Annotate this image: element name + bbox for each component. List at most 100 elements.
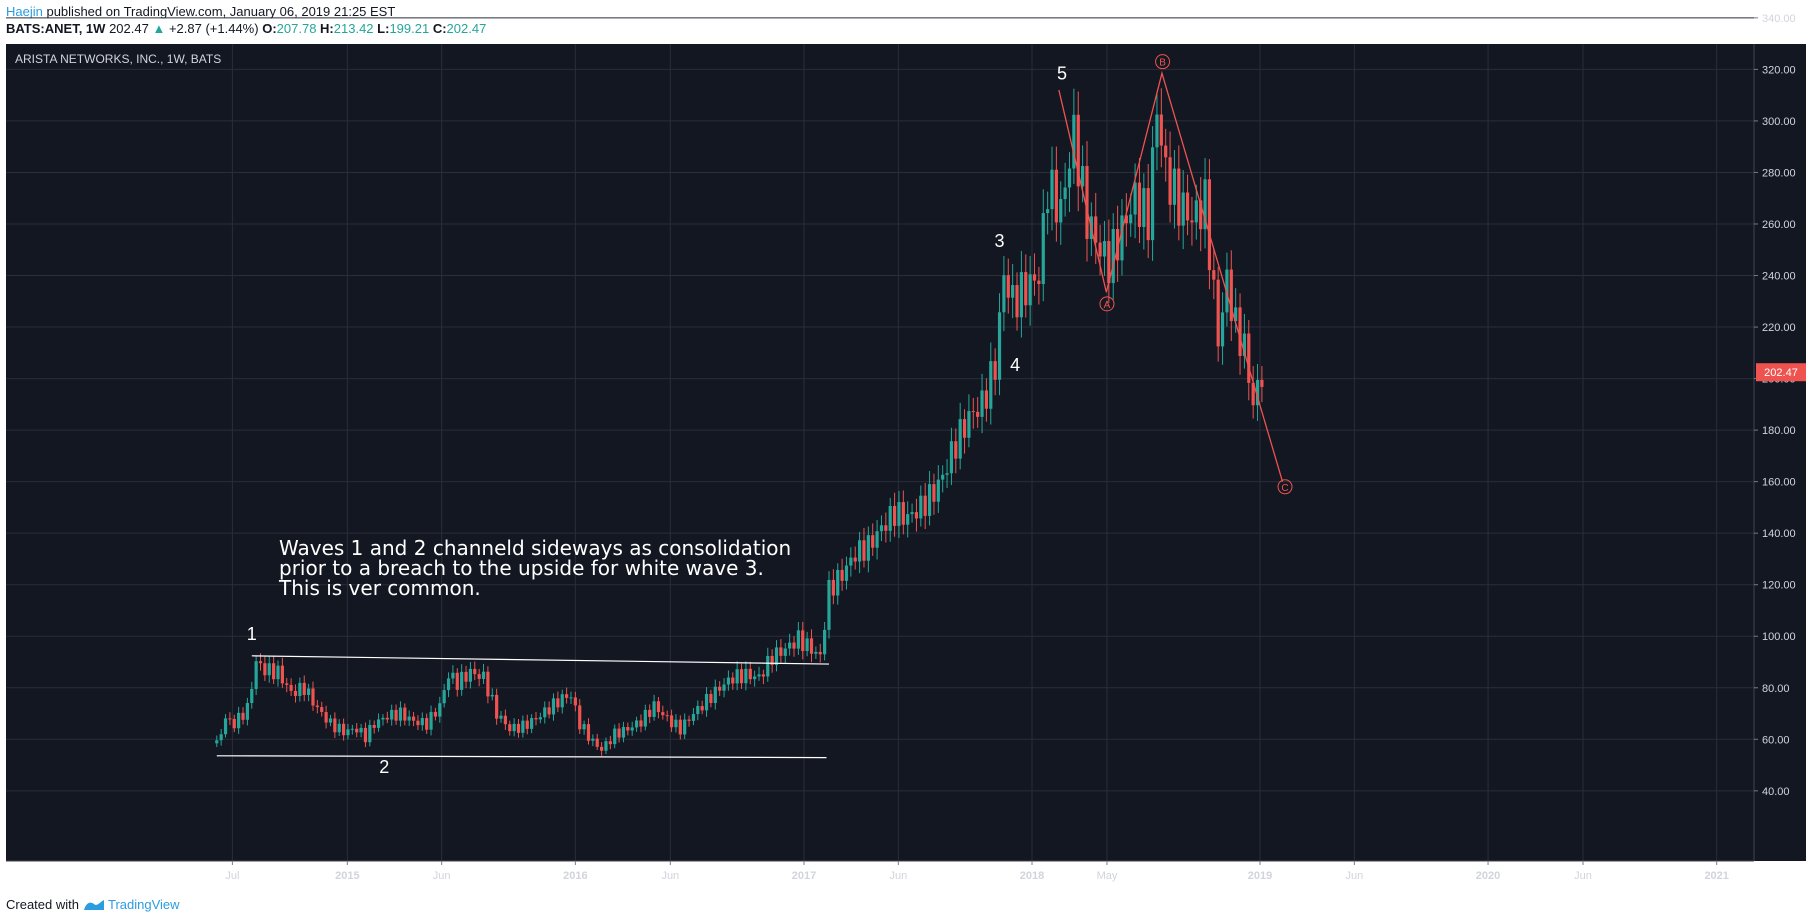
candle-body <box>521 720 525 733</box>
candle <box>368 719 372 747</box>
candle-body <box>223 718 228 735</box>
candle <box>866 526 870 573</box>
candle <box>1046 191 1050 235</box>
tradingview-brand: TradingView <box>107 897 180 912</box>
candle <box>394 704 398 725</box>
time-axis[interactable]: Jul 2015 Jun 2016 Jun 2017 Jun 2018 May 2019 Jun 20… <box>225 861 1729 882</box>
time-tick-label: 2018 <box>1020 870 1044 882</box>
candle-body <box>1081 166 1085 187</box>
candle <box>844 556 849 590</box>
price-tick-label: 100.00 <box>1762 631 1796 643</box>
candle-body <box>293 690 298 696</box>
candle-body <box>307 688 311 695</box>
price-tick-label: 340.00 <box>1762 13 1796 25</box>
candle <box>1011 263 1015 319</box>
candle-body <box>1260 379 1264 387</box>
candle-body <box>254 661 258 689</box>
candle <box>906 501 910 538</box>
candle-body <box>433 711 438 717</box>
candle <box>910 503 914 523</box>
candle <box>923 483 927 530</box>
candle <box>438 696 442 723</box>
candle-body <box>1041 213 1045 285</box>
candle <box>879 515 884 542</box>
candle-body <box>363 727 368 743</box>
channel-bottom-line <box>216 755 827 759</box>
candle-body <box>958 419 962 459</box>
candle-body <box>626 727 630 731</box>
candle-body <box>1133 182 1137 215</box>
candle-body <box>888 505 892 531</box>
candle <box>875 519 879 560</box>
candle-body <box>1238 307 1242 356</box>
candle-body <box>341 723 346 736</box>
candle-body <box>298 682 302 696</box>
candle <box>481 663 486 685</box>
candle <box>429 705 433 736</box>
chart-title: ARISTA NETWORKS, INC., 1W, BATS <box>15 52 221 66</box>
candle-body <box>1225 269 1229 313</box>
candle-body <box>919 495 923 519</box>
author-link[interactable]: Haejin <box>6 4 43 19</box>
candle-body <box>691 714 696 721</box>
candle-body <box>1059 199 1063 223</box>
candle-body <box>792 642 796 649</box>
candle-body <box>595 738 599 747</box>
candle-body <box>468 668 473 682</box>
candle-body <box>1050 169 1054 210</box>
candle-body <box>849 557 853 566</box>
candle <box>919 485 923 527</box>
candle-body <box>543 707 547 718</box>
candle-body <box>416 720 420 726</box>
candle <box>495 688 499 725</box>
candle-body <box>525 720 529 729</box>
candle-body <box>652 701 656 717</box>
candle <box>1251 366 1255 419</box>
candle-body <box>302 682 306 695</box>
candle <box>1172 149 1177 229</box>
open-label: O: <box>262 21 277 36</box>
publish-info: published on TradingView.com, January 06… <box>42 4 396 19</box>
candle-body <box>949 441 954 474</box>
candle-body <box>1098 242 1102 257</box>
wave-number-5: 5 <box>1057 64 1067 84</box>
candle <box>1129 193 1133 237</box>
candle <box>779 639 783 664</box>
candle-body <box>709 693 713 704</box>
wave-label-a: A <box>1099 296 1115 312</box>
time-tick-label: 2020 <box>1476 870 1500 882</box>
candle <box>359 723 363 738</box>
candle <box>954 428 958 474</box>
price-tick-label: 220.00 <box>1762 322 1796 334</box>
candle-body <box>1203 179 1207 230</box>
candle <box>385 711 389 724</box>
time-tick-label: May <box>1097 870 1118 882</box>
wave-number-3: 3 <box>995 231 1005 251</box>
candle-body <box>1168 157 1172 205</box>
candle-body <box>376 719 381 728</box>
candle <box>1164 128 1168 182</box>
candle-body <box>783 648 787 656</box>
candle-body <box>516 723 521 733</box>
candle <box>446 672 451 698</box>
candle <box>341 718 346 741</box>
candle <box>267 656 271 683</box>
candle <box>516 719 521 738</box>
candle-body <box>648 709 652 717</box>
candle-body <box>311 688 315 706</box>
time-tick-label: 2021 <box>1704 870 1728 882</box>
candle <box>333 712 337 738</box>
close-value: 202.47 <box>446 21 487 36</box>
candle <box>1177 145 1181 241</box>
candle-body <box>656 701 661 713</box>
candle-body <box>337 723 341 733</box>
candle-body <box>713 686 717 704</box>
candle <box>621 721 626 743</box>
candle <box>836 563 840 605</box>
candle-body <box>954 441 958 459</box>
tradingview-link[interactable]: TradingView <box>83 897 180 912</box>
candle-body <box>932 484 936 502</box>
candle <box>823 621 827 661</box>
candle-body <box>1102 241 1107 257</box>
